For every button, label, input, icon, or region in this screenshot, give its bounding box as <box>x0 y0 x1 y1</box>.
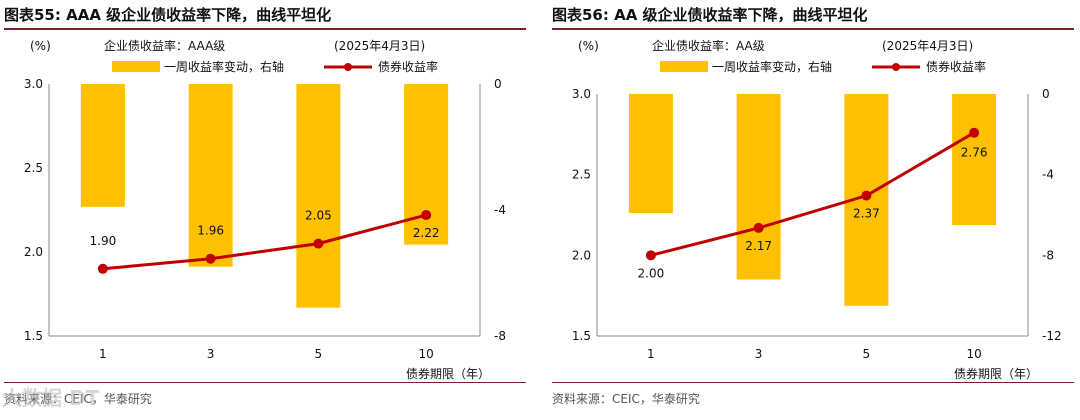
right-tick-label: -4 <box>494 203 506 217</box>
yield-line <box>650 131 975 257</box>
yield-point <box>645 250 656 261</box>
chart-panel-aa: 图表56: AA 级企业债收益率下降，曲线平坦化 企业债收益率：AA级 (2025… <box>552 0 1080 420</box>
data-label: 2.00 <box>638 266 665 280</box>
data-label: 1.96 <box>197 224 224 238</box>
yield-line <box>102 213 427 271</box>
legend-line-label: 债券收益率 <box>926 59 986 74</box>
left-tick-label: 1.5 <box>24 329 43 343</box>
x-tick-label: 5 <box>863 347 871 361</box>
right-tick-label: 0 <box>494 77 502 91</box>
title-rule <box>4 28 526 30</box>
data-label: 1.90 <box>90 234 117 248</box>
bar <box>736 94 781 280</box>
data-label: 2.05 <box>305 209 332 223</box>
figure-title: 图表55: AAA 级企业债收益率下降，曲线平坦化 <box>4 6 332 24</box>
left-tick-label: 2.0 <box>24 245 43 259</box>
bottom-rule <box>4 382 526 383</box>
chart-aaa: 企业债收益率：AAA级 (2025年4月3日) (%) 一周收益率变动，右轴 债券收益率… <box>24 38 506 381</box>
right-tick-label: -8 <box>1042 248 1054 262</box>
bar <box>188 84 233 267</box>
bottom-rule <box>552 382 1074 383</box>
x-axis-title: 债券期限（年） <box>406 366 490 381</box>
right-tick-label: -12 <box>1042 329 1062 343</box>
right-tick-label: -8 <box>494 329 506 343</box>
yield-point <box>969 127 980 138</box>
data-label: 2.76 <box>961 146 988 160</box>
x-tick-label: 10 <box>966 347 981 361</box>
legend-line-marker <box>344 63 352 71</box>
yield-point <box>861 190 872 201</box>
left-axis-unit: (%) <box>578 39 599 53</box>
bar <box>628 94 673 213</box>
date-note: (2025年4月3日) <box>334 39 425 53</box>
legend-bar-label: 一周收益率变动，右轴 <box>712 59 832 74</box>
left-tick-label: 2.5 <box>572 168 591 182</box>
data-label: 2.37 <box>853 207 880 221</box>
source-note: 资料来源：CEIC，华泰研究 <box>552 392 700 406</box>
data-label: 2.17 <box>745 239 772 253</box>
legend-bar-swatch <box>660 61 708 72</box>
source-note: 资料来源：CEIC，华泰研究 <box>4 392 152 406</box>
x-tick-label: 1 <box>647 347 655 361</box>
x-tick-label: 10 <box>418 347 433 361</box>
left-axis-unit: (%) <box>30 39 51 53</box>
legend-bar-swatch <box>112 61 160 72</box>
chart-panel-aaa: 图表55: AAA 级企业债收益率下降，曲线平坦化 企业债收益率：AAA级 (20… <box>4 0 534 420</box>
x-axis-title: 债券期限（年） <box>954 366 1038 381</box>
right-tick-label: -4 <box>1042 168 1054 182</box>
chart-subtitle: 企业债收益率：AA级 <box>652 38 765 53</box>
x-tick-label: 3 <box>755 347 763 361</box>
chart-subtitle: 企业债收益率：AAA级 <box>104 38 225 53</box>
yield-point <box>97 263 108 274</box>
x-tick-label: 5 <box>315 347 323 361</box>
legend-bar-label: 一周收益率变动，右轴 <box>164 59 284 74</box>
left-tick-label: 3.0 <box>572 87 591 101</box>
yield-point <box>753 222 764 233</box>
right-tick-label: 0 <box>1042 87 1050 101</box>
legend-line-label: 债券收益率 <box>378 59 438 74</box>
bar <box>296 84 341 308</box>
left-tick-label: 3.0 <box>24 77 43 91</box>
date-note: (2025年4月3日) <box>882 39 973 53</box>
legend-line-marker <box>892 63 900 71</box>
left-tick-label: 2.5 <box>24 161 43 175</box>
left-tick-label: 1.5 <box>572 329 591 343</box>
title-rule <box>552 28 1074 30</box>
yield-point <box>421 210 432 221</box>
x-tick-label: 3 <box>207 347 215 361</box>
bar <box>80 84 125 207</box>
chart-aa: 企业债收益率：AA级 (2025年4月3日) (%) 一周收益率变动，右轴 债券收益率 3… <box>572 38 1062 381</box>
data-label: 2.22 <box>413 226 440 240</box>
yield-point <box>205 253 216 264</box>
figure-title: 图表56: AA 级企业债收益率下降，曲线平坦化 <box>552 6 868 24</box>
left-tick-label: 2.0 <box>572 248 591 262</box>
x-tick-label: 1 <box>99 347 107 361</box>
bar <box>952 94 997 226</box>
yield-point <box>313 238 324 249</box>
